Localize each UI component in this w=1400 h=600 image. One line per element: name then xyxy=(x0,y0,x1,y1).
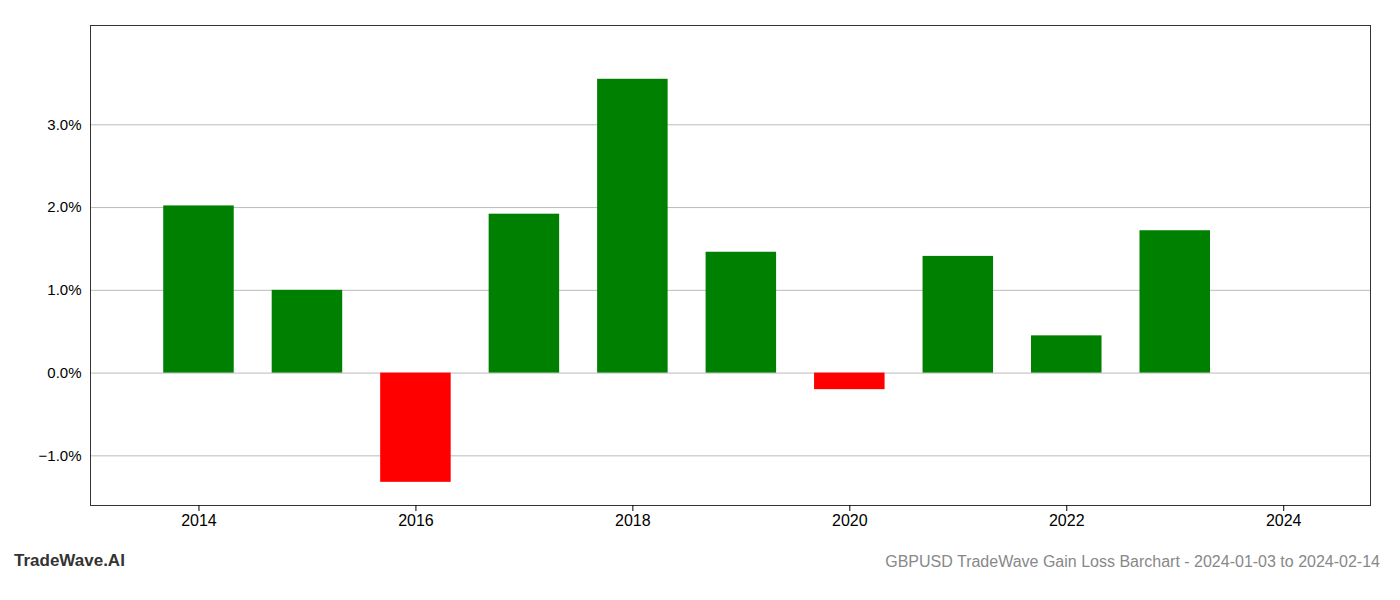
html-text:TradeWave.AI: TradeWave.AI xyxy=(14,551,125,570)
svg-text:2024: 2024 xyxy=(1266,512,1302,529)
svg-text:3.0%: 3.0% xyxy=(47,116,81,133)
svg-text:1.0%: 1.0% xyxy=(47,281,81,298)
svg-text:2018: 2018 xyxy=(615,512,651,529)
svg-text:2014: 2014 xyxy=(181,512,217,529)
svg-text:−1.0%: −1.0% xyxy=(39,447,82,464)
svg-text:2022: 2022 xyxy=(1049,512,1085,529)
svg-text:2020: 2020 xyxy=(832,512,868,529)
svg-text:2016: 2016 xyxy=(398,512,434,529)
svg-text:2.0%: 2.0% xyxy=(47,198,81,215)
svg-text:0.0%: 0.0% xyxy=(47,364,81,381)
html-text:GBPUSD TradeWave Gain Loss Bar: GBPUSD TradeWave Gain Loss Barchart - 20… xyxy=(885,553,1380,570)
